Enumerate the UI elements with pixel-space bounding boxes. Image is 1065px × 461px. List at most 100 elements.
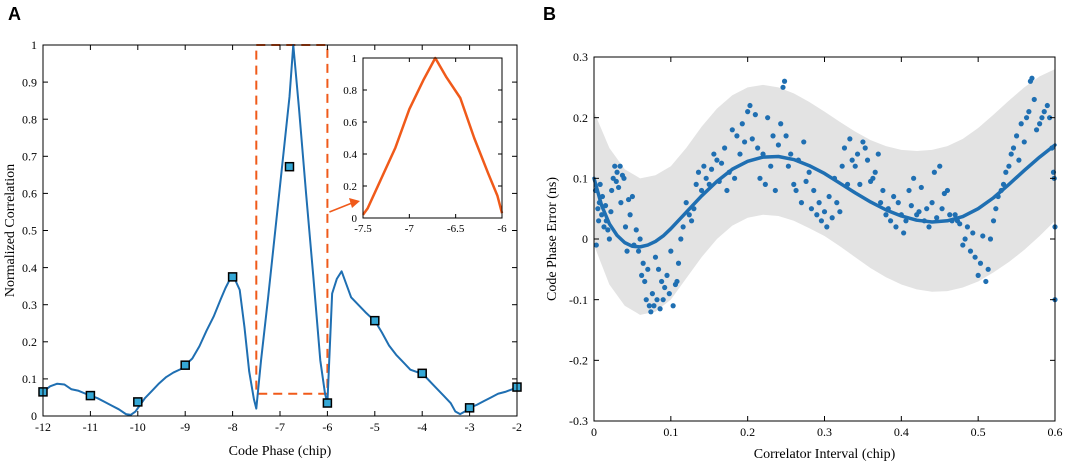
- inset-y-tick-label: 0.8: [343, 85, 357, 97]
- measurement-point: [977, 260, 984, 266]
- measurement-point: [860, 139, 866, 145]
- inset-y-tick-label: 0.2: [343, 181, 357, 193]
- panel-a-axes: -12 -11 -10 -9 -8 -7 -6 -5 -4 -3 -2 0 0.1 0.2 0.3 0.4 0.…: [22, 38, 522, 434]
- panel-a-x-tick-label: -3: [465, 420, 475, 434]
- measurement-point: [729, 127, 735, 133]
- measurement-point: [775, 142, 782, 148]
- panel-b-x-axis-label: Correlator Interval (chip): [754, 447, 896, 461]
- measurement-point: [1016, 157, 1022, 163]
- measurement-point: [637, 236, 643, 242]
- measurement-point: [770, 133, 776, 139]
- measurement-point: [701, 163, 707, 169]
- measurement-point: [908, 203, 914, 209]
- measurement-point: [739, 121, 745, 127]
- measurement-point: [711, 151, 717, 157]
- measurement-point: [593, 242, 599, 248]
- measurement-point: [901, 230, 907, 236]
- measurement-point: [643, 297, 649, 303]
- measurement-point: [987, 236, 994, 242]
- measurement-point: [695, 169, 702, 175]
- measurement-point: [854, 151, 861, 157]
- measurement-point: [793, 187, 799, 194]
- panel-a-x-tick-label: -2: [512, 420, 522, 434]
- panel-a-y-tick-label: 0.6: [22, 187, 37, 201]
- measurement-point: [649, 291, 655, 297]
- measurement-point: [686, 212, 692, 218]
- panel-b-x-tick-label: 0.1: [663, 425, 678, 439]
- measurement-point: [659, 278, 665, 285]
- measurement-point: [662, 284, 668, 291]
- fit-curve: [592, 143, 1057, 249]
- correlator-marker: [370, 315, 380, 326]
- measurement-point: [752, 112, 758, 118]
- measurement-point: [990, 218, 997, 224]
- measurement-point: [1008, 151, 1014, 157]
- measurement-point: [911, 175, 917, 181]
- measurement-point: [1029, 75, 1035, 81]
- measurement-point: [629, 193, 636, 200]
- measurement-point: [1018, 121, 1024, 127]
- measurement-point: [683, 200, 689, 206]
- measurement-point: [1010, 145, 1017, 151]
- panel-b-x-tick-label: 0: [591, 425, 597, 439]
- measurement-point: [741, 139, 748, 145]
- measurement-point: [1021, 139, 1027, 145]
- panel-a: A -12 -11 -10 -9 -8 -7 -6 -5 -4 -3 -2 0 0.1 0.2 0.3 0.4…: [3, 4, 522, 459]
- measurement-point: [877, 200, 884, 206]
- inset-axes-frame: [362, 57, 503, 219]
- measurement-point: [674, 278, 680, 285]
- measurement-point: [599, 212, 605, 218]
- panel-b-x-tick-label: 0.4: [894, 425, 909, 439]
- measurement-point: [668, 248, 674, 254]
- measurement-point: [737, 151, 743, 157]
- measurement-point: [639, 272, 645, 278]
- correlator-marker: [464, 403, 475, 413]
- measurement-point: [633, 227, 639, 233]
- measurement-point: [975, 272, 981, 278]
- confidence-band-area: [594, 69, 1055, 315]
- measurement-point: [847, 136, 853, 142]
- panel-a-x-tick-label: -7: [275, 420, 285, 434]
- measurement-point: [837, 209, 843, 215]
- panel-b-y-axis-label: Code Phase Error (ns): [545, 177, 560, 301]
- panel-b-y-tick-label: -0.2: [569, 354, 588, 368]
- measurement-point: [862, 145, 868, 151]
- measurement-point: [924, 206, 930, 212]
- measurement-point: [605, 227, 611, 233]
- correlator-marker: [284, 161, 295, 172]
- measurement-point: [808, 206, 815, 212]
- panel-a-y-tick-label: 0.3: [22, 298, 37, 312]
- measurement-point: [597, 181, 603, 187]
- measurement-point: [852, 163, 858, 169]
- measurement-point: [944, 187, 951, 194]
- measurement-point: [806, 169, 812, 175]
- measurement-point: [734, 133, 740, 139]
- measurement-point: [781, 78, 788, 84]
- panel-a-inset: -7.5 -7 -6.5 -6 0 0.2 0.4 0.6 0.8 1: [329, 53, 507, 235]
- measurement-point: [870, 175, 876, 181]
- measurement-point: [934, 215, 940, 221]
- panel-a-x-tick-label: -10: [130, 420, 146, 434]
- measurement-point: [657, 306, 663, 312]
- panel-a-y-tick-label: 0.5: [22, 224, 37, 238]
- measurement-point: [635, 248, 642, 254]
- measurement-point: [887, 218, 894, 224]
- panel-a-x-tick-label: -12: [35, 420, 51, 434]
- measurement-point: [602, 203, 609, 209]
- panel-a-x-axis-label: Code Phase (chip): [229, 444, 332, 459]
- measurement-point: [622, 224, 629, 230]
- measurement-point: [596, 218, 602, 224]
- measurement-point: [642, 278, 648, 285]
- measurement-point: [778, 121, 784, 127]
- measurement-point: [768, 163, 774, 169]
- measurement-point: [718, 160, 725, 166]
- measurement-point: [931, 169, 937, 175]
- measurement-point: [829, 215, 835, 221]
- measurement-point: [903, 218, 909, 224]
- inset-arrow-line: [329, 202, 353, 213]
- panel-a-y-tick-label: 0.4: [22, 261, 37, 275]
- panel-a-x-tick-label: -11: [83, 420, 99, 434]
- measurement-point: [864, 157, 871, 163]
- panel-b-y-tick-label: -0.3: [569, 414, 588, 428]
- inset-y-tick-label: 1: [352, 53, 358, 65]
